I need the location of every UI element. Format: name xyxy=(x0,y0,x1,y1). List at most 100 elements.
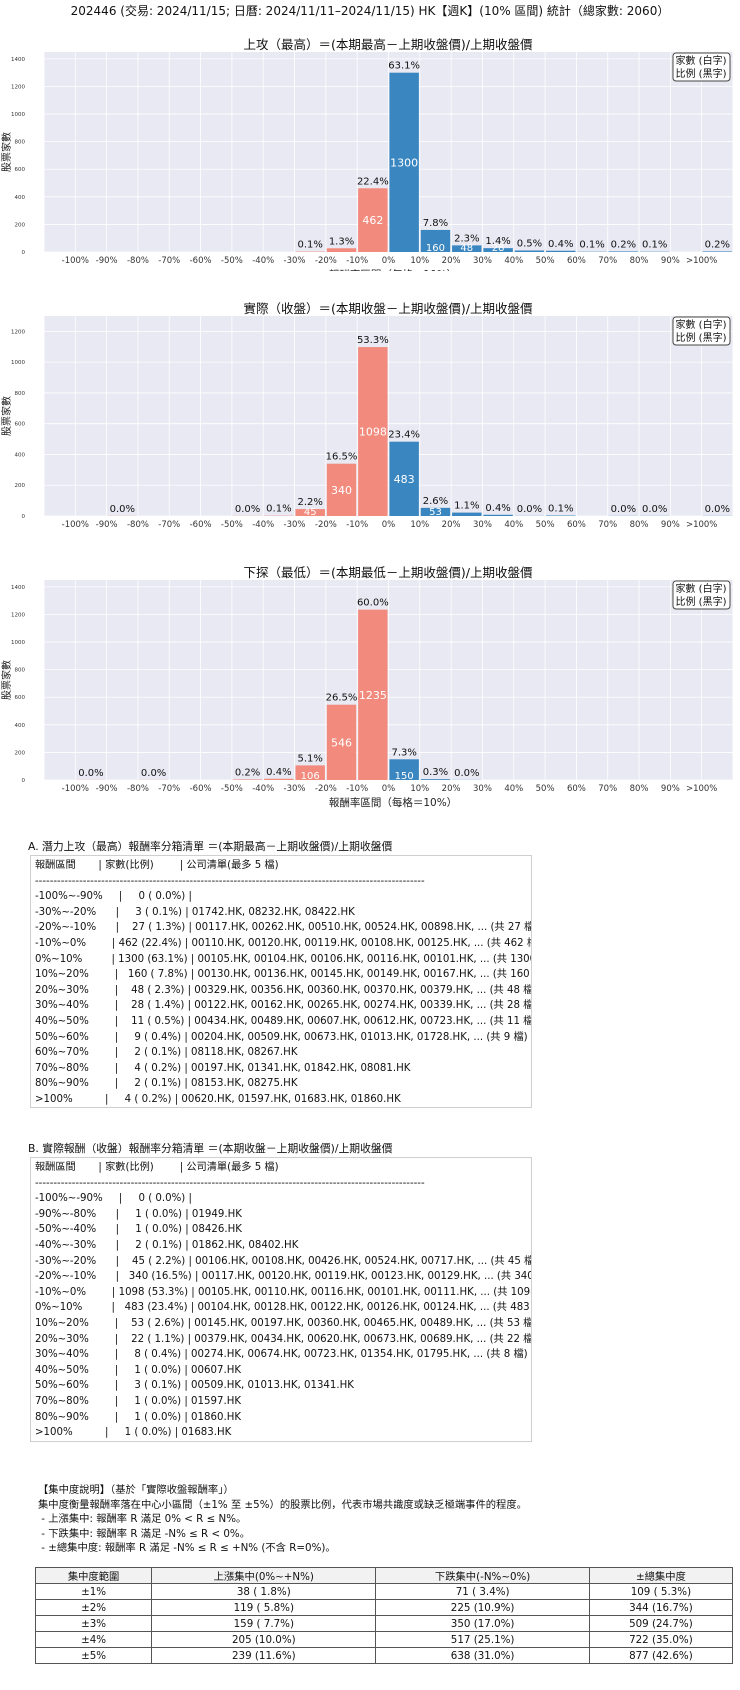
legend-box: 家數 (白字)比例 (黑字) xyxy=(672,52,731,82)
x-tick-label: 80% xyxy=(630,256,649,266)
x-tick-label: -40% xyxy=(252,520,274,530)
x-tick-label: 0% xyxy=(382,256,396,266)
chart-actual-close: 實際（收盤）＝(本期收盤－上期收盤價)/上期收盤價 0 200 400 600 800 10… xyxy=(0,301,734,530)
bar-pct-label: 0.0% xyxy=(705,504,730,515)
table-cell: 638 (31.0%) xyxy=(375,1647,590,1664)
x-axis-label: 報酬率區間（每格＝10%） xyxy=(329,268,457,271)
y-axis-label: 股票家數 xyxy=(0,660,13,700)
list-line: 報酬區間 | 家數(比例) | 公司清單(最多 5 檔) xyxy=(35,1162,279,1173)
y-tick-label: 1200 xyxy=(11,612,25,618)
y-tick-label: 0 xyxy=(22,778,26,784)
x-tick-label: 60% xyxy=(567,520,586,530)
table-cell: ±1% xyxy=(34,1583,153,1600)
x-tick-label: -60% xyxy=(190,784,212,794)
list-line: 0%~10% | 1300 (63.1%) | 00105.HK, 00104.… xyxy=(35,953,532,965)
list-line: 80%~90% | 1 ( 0.0%) | 01860.HK xyxy=(35,1411,242,1423)
table-cell: 119 ( 5.8%) xyxy=(151,1599,377,1616)
legend-count-label: 家數 (白字) xyxy=(676,54,727,67)
legend-pct-label: 比例 (黑字) xyxy=(676,331,727,344)
y-tick-label: 800 xyxy=(15,668,26,674)
table-cell: 722 (35.0%) xyxy=(588,1631,734,1648)
bar-pct-label: 2.2% xyxy=(298,497,323,508)
bar-pct-label: 0.0% xyxy=(235,504,260,515)
x-tick-label: 50% xyxy=(536,256,555,266)
bar-count-label: 1098 xyxy=(359,426,387,439)
list-line: 70%~80% | 4 ( 0.2%) | 00197.HK, 01341.HK… xyxy=(35,1062,411,1074)
table-cell: ±5% xyxy=(34,1647,153,1664)
legend-box: 家數 (白字)比例 (黑字) xyxy=(672,580,731,610)
bar-pct-label: 0.0% xyxy=(110,504,135,515)
bar xyxy=(295,765,325,780)
list-line: ----------------------------------------… xyxy=(35,875,425,887)
page-header: 202446 (交易: 2024/11/15; 日曆: 2024/11/11–2… xyxy=(70,4,670,18)
list-line: -10%~0% | 462 (22.4%) | 00110.HK, 00120.… xyxy=(35,937,532,949)
x-tick-label: -10% xyxy=(346,256,368,266)
x-tick-label: 60% xyxy=(567,256,586,266)
bar-pct-label: 0.1% xyxy=(298,240,323,251)
x-tick-label: 30% xyxy=(473,520,492,530)
chart-title: 實際（收盤）＝(本期收盤－上期收盤價)/上期收盤價 xyxy=(244,301,533,316)
y-tick-label: 1400 xyxy=(11,57,25,63)
list-line: 70%~80% | 1 ( 0.0%) | 01597.HK xyxy=(35,1395,242,1407)
list-line: 40%~50% | 11 ( 0.5%) | 00434.HK, 00489.H… xyxy=(35,1015,532,1027)
bar-pct-label: 0.0% xyxy=(517,504,542,515)
x-tick-label: -30% xyxy=(284,784,306,794)
bar xyxy=(389,72,419,252)
x-tick-label: -40% xyxy=(252,256,274,266)
x-axis-label: 報酬率區間（每格＝10%） xyxy=(329,796,457,809)
y-tick-label: 0 xyxy=(22,514,26,520)
y-tick-label: 600 xyxy=(15,695,26,701)
bar xyxy=(420,229,451,252)
list-line: 40%~50% | 1 ( 0.0%) | 00607.HK xyxy=(35,1364,242,1376)
x-tick-label: 40% xyxy=(504,520,523,530)
list-line: 10%~20% | 53 ( 2.6%) | 00145.HK, 00197.H… xyxy=(35,1317,532,1329)
y-axis-label: 股票家數 xyxy=(0,132,13,172)
table-cell: 877 (42.6%) xyxy=(588,1647,734,1664)
legend-frame xyxy=(672,580,731,610)
bar-pct-label: 0.1% xyxy=(548,504,573,515)
bar-pct-label: 0.0% xyxy=(141,768,166,779)
y-tick-label: 200 xyxy=(15,483,26,489)
x-tick-label: >100% xyxy=(686,256,717,266)
bar-pct-label: 1.1% xyxy=(454,501,479,512)
list-line: -90%~-80% | 1 ( 0.0%) | 01949.HK xyxy=(35,1208,242,1220)
x-tick-label: 70% xyxy=(598,520,617,530)
legend-box: 家數 (白字)比例 (黑字) xyxy=(672,316,731,346)
bar xyxy=(514,250,545,252)
bar-pct-label: 0.0% xyxy=(454,768,479,779)
x-tick-label: -50% xyxy=(221,520,243,530)
list-line: >100% | 4 ( 0.2%) | 00620.HK, 01597.HK, … xyxy=(35,1093,401,1105)
bar xyxy=(264,778,294,780)
x-tick-label: -90% xyxy=(96,256,118,266)
concentration-table: 集中度範圍 上漲集中(0%~+N%) 下跌集中(-N%~0%) ±總集中度 ±1% 38 … xyxy=(34,1567,734,1664)
bar xyxy=(452,512,482,516)
table-cell: 205 (10.0%) xyxy=(151,1631,377,1648)
bar-pct-label: 22.4% xyxy=(357,176,389,187)
bar-pct-label: 0.0% xyxy=(78,768,103,779)
y-tick-label: 1200 xyxy=(11,84,25,90)
list-line: 30%~40% | 28 ( 1.4%) | 00122.HK, 00162.H… xyxy=(35,1000,532,1012)
list-line: 30%~40% | 8 ( 0.4%) | 00274.HK, 00674.HK… xyxy=(35,1349,528,1361)
table-cell: ±2% xyxy=(34,1599,153,1616)
x-tick-label: 50% xyxy=(536,520,555,530)
bar xyxy=(389,759,419,780)
list-b-box: 報酬區間 | 家數(比例) | 公司清單(最多 5 檔) ------------… xyxy=(30,1157,532,1442)
table-cell: 350 (17.0%) xyxy=(375,1615,590,1632)
bar-pct-label: 0.2% xyxy=(235,767,260,778)
bar xyxy=(483,248,513,252)
list-line: 20%~30% | 48 ( 2.3%) | 00329.HK, 00356.H… xyxy=(35,984,532,996)
bar-count-label: 1300 xyxy=(390,156,418,169)
list-line: -30%~-20% | 3 ( 0.1%) | 01742.HK, 08232.… xyxy=(35,906,355,918)
bar xyxy=(546,250,576,252)
list-a-title: A. 潛力上攻（最高）報酬率分箱清單 ＝(本期最高－上期收盤價)/上期收盤價 xyxy=(28,840,393,853)
y-tick-label: 1000 xyxy=(11,360,25,366)
table-header-row: 集中度範圍 上漲集中(0%~+N%) 下跌集中(-N%~0%) ±總集中度 xyxy=(34,1567,734,1584)
y-tick-label: 1400 xyxy=(11,585,25,591)
x-tick-label: -10% xyxy=(346,520,368,530)
table-row: ±4% 205 (10.0%) 517 (25.1%) 722 (35.0%) xyxy=(34,1631,734,1648)
list-line: 50%~60% | 9 ( 0.4%) | 00204.HK, 00509.HK… xyxy=(35,1031,528,1043)
chart-title: 上攻（最高）＝(本期最高－上期收盤價)/上期收盤價 xyxy=(244,37,533,52)
y-tick-label: 200 xyxy=(15,750,26,756)
bar-count-label: 106 xyxy=(301,771,320,782)
list-line: 0%~10% | 483 (23.4%) | 00104.HK, 00128.H… xyxy=(35,1302,532,1314)
